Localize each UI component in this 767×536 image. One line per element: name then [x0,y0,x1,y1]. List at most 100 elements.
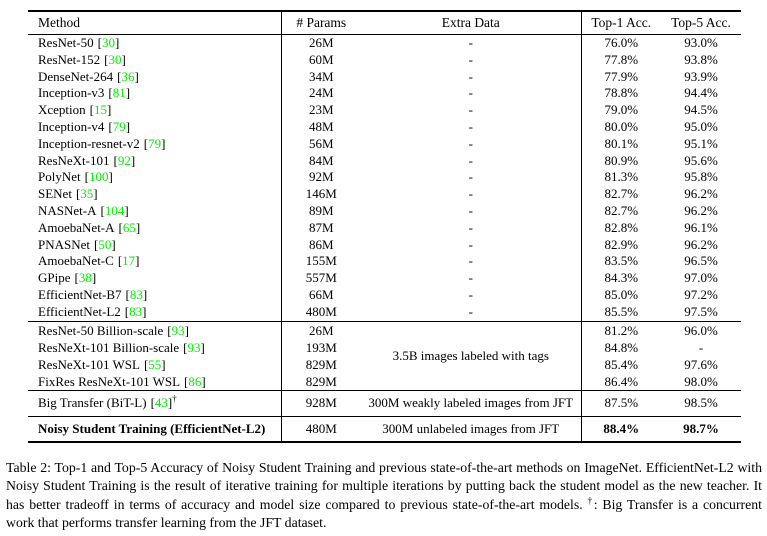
table-row: ResNet-152 [30] 60M - 77.8% 93.8% [28,51,741,69]
top1-cell: 80.1% [580,135,661,153]
top5-cell: 95.0% [684,118,718,134]
params-cell: 60M [308,51,334,67]
top5-cell: 93.9% [684,68,718,84]
caption-text-before-dagger: Table 2: Top-1 and Top-5 Accuracy of Noi… [6,459,762,512]
citation-link[interactable]: [17] [118,253,140,268]
citation-link[interactable]: [83] [126,287,148,302]
citation-number: 100 [88,169,109,185]
top5-cell: - [698,339,704,355]
citation-link[interactable]: [43] [151,395,173,410]
params-cell: 86M [308,236,334,252]
table-row: Xception [15] 23M - 79.0% 94.5% [28,102,741,119]
method-cell: DenseNet-264 [36] [28,68,282,86]
table-row: DenseNet-264 [36] 34M - 77.9% 93.9% [28,68,741,86]
citation-link[interactable]: [100] [85,169,113,184]
method-cell: ResNet-50 Billion-scale [93] [28,321,282,339]
top1-cell: 85.0% [580,286,661,304]
citation-link[interactable]: [86] [184,374,206,389]
top5-cell: 96.1% [684,219,718,235]
method-name: EfficientNet-L2 [38,303,121,319]
citation-bracket-open: [ [74,270,79,286]
citation-bracket-open: [ [184,374,189,390]
table-row: ResNeXt-101 WSL [55] 829M 85.4% 97.6% [28,355,741,374]
citation-link[interactable]: [79] [144,136,166,151]
citation-bracket-close: ] [161,356,166,372]
citation-link[interactable]: [50] [94,237,116,252]
citation-link[interactable]: [65] [119,220,141,235]
params-cell: 24M [308,85,334,101]
top5-cell: 97.6% [684,356,718,372]
top5-cell: 93.0% [684,35,718,50]
citation-link[interactable]: [35] [76,186,98,201]
citation-link[interactable]: [38] [75,270,97,285]
method-cell: NASNet-A [104] [28,202,282,220]
top1-cell: 81.3% [580,169,661,187]
params-cell: 26M [308,322,334,338]
top5-cell: 96.2% [684,202,718,218]
citation-link[interactable]: [104] [101,203,129,218]
params-cell: 480M [305,303,337,319]
top1-cell: 77.9% [580,68,661,86]
method-cell: ResNeXt-101 WSL [55] [28,355,282,374]
table-section-2: ResNet-50 Billion-scale [93] 26M 3.5B ima… [28,321,741,391]
citation-number: 35 [80,186,94,202]
citation-link[interactable]: [36] [117,69,139,84]
citation-bracket-open: [ [100,202,105,218]
citation-bracket-close: ] [93,186,98,202]
table-caption: Table 2: Top-1 and Top-5 Accuracy of Noi… [6,459,762,533]
params-cell: 146M [305,186,337,202]
caption-text-after-dagger: : Big Transfer is a concurrent work that… [6,496,763,531]
citation-number: 55 [148,356,162,372]
table-row: ResNet-50 [30] 26M - 76.0% 93.0% [28,34,741,52]
citation-bracket-close: ] [121,51,126,67]
params-cell: 92M [308,169,334,185]
table-row: SENet [35] 146M - 82.7% 96.2% [28,186,741,203]
table-row: Inception-v4 [79] 48M - 80.0% 95.0% [28,118,741,136]
citation-link[interactable]: [81] [108,85,130,100]
citation-number: 36 [121,68,135,84]
top1-cell: 84.3% [580,270,661,287]
method-name: AmoebaNet-A [38,219,115,235]
citation-link[interactable]: [30] [98,35,120,50]
method-name: PNASNet [38,236,91,252]
citation-link[interactable]: [93] [167,323,189,338]
top5-cell: 94.4% [684,85,718,101]
top5-cell: 98.7% [683,420,719,436]
citation-bracket-open: [ [118,219,123,235]
citation-number: 30 [101,35,115,50]
method-cell: Xception [15] [28,102,282,119]
citation-bracket-close: ] [130,152,136,168]
table-row: ResNeXt-101 [92] 84M - 80.9% 95.6% [28,152,741,170]
params-cell: 34M [308,68,334,84]
citation-number: 93 [187,339,201,355]
citation-bracket-close: ] [114,35,120,50]
citation-link[interactable]: [93] [183,340,205,355]
citation-number: 79 [112,118,126,134]
citation-link[interactable]: [83] [125,304,147,319]
results-table: Method # Params Extra Data Top-1 Acc. To… [28,10,741,443]
citation-number: 30 [108,51,122,67]
citation-link[interactable]: [79] [108,119,130,134]
table-row: Noisy Student Training (EfficientNet-L2)… [28,416,741,442]
citation-bracket-close: ] [124,202,129,218]
citation-link[interactable]: [30] [104,52,126,67]
citation-bracket-close: ] [142,286,148,302]
citation-bracket-open: [ [167,322,172,338]
citation-link[interactable]: [92] [114,153,136,168]
method-cell: EfficientNet-L2 [83] [28,303,282,322]
top5-cell: 97.5% [684,303,718,319]
citation-number: 86 [188,374,202,390]
method-name: Xception [38,102,86,118]
params-cell: 557M [305,270,337,286]
params-cell: 480M [305,420,337,436]
method-cell: Big Transfer (BiT-L) [43]† [28,390,282,417]
citation-link[interactable]: [55] [144,357,166,372]
top1-cell: 84.8% [580,338,661,356]
method-cell: PolyNet [100] [28,169,282,187]
top5-cell: 97.0% [684,270,718,286]
top1-cell: 85.5% [580,303,661,322]
params-cell: 26M [308,35,334,50]
citation-bracket-open: [ [143,135,149,151]
citation-link[interactable]: [15] [90,102,112,117]
